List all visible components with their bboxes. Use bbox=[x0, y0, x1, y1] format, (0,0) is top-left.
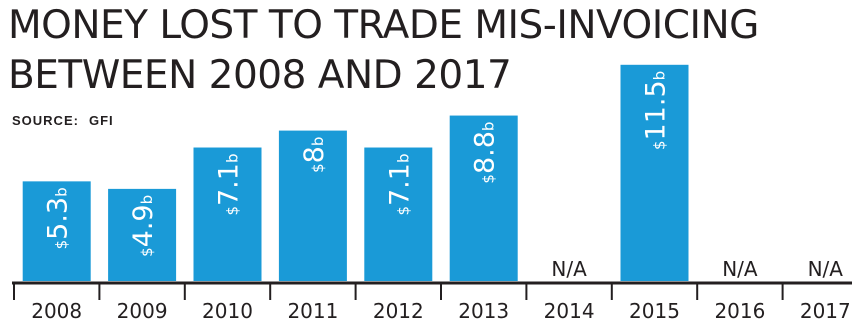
bar bbox=[22, 181, 91, 281]
data-label: $8b bbox=[299, 137, 330, 173]
data-label: $7.1b bbox=[384, 154, 415, 216]
data-label: $8.8b bbox=[470, 122, 501, 184]
bar bbox=[364, 147, 433, 281]
data-label: $4.9b bbox=[128, 195, 159, 257]
bar bbox=[620, 64, 689, 281]
chart-title-line2: BETWEEN 2008 AND 2017 bbox=[8, 53, 511, 98]
data-label: $11.5b bbox=[641, 71, 672, 150]
bar bbox=[278, 130, 347, 281]
x-tick-label: 2013 bbox=[458, 299, 509, 323]
x-axis: 2008 2009 2010 2011 2012 2013 2014 2015 2016 2017 bbox=[12, 281, 852, 323]
data-label-na: N/A bbox=[722, 257, 758, 281]
x-tick-label: 2017 bbox=[800, 299, 851, 323]
x-tick-label: 2011 bbox=[287, 299, 338, 323]
data-label-na: N/A bbox=[551, 257, 587, 281]
x-tick-label: 2014 bbox=[544, 299, 595, 323]
x-tick-label: 2012 bbox=[373, 299, 424, 323]
x-tick-label: 2009 bbox=[117, 299, 168, 323]
source-label: SOURCE: bbox=[12, 113, 79, 128]
x-tick-label: 2016 bbox=[714, 299, 765, 323]
bar bbox=[193, 147, 262, 281]
x-tick-label: 2010 bbox=[202, 299, 253, 323]
bars: $5.3b $4.9b $7.1b $8b $7.1b $8.8b N/A $11.5b N/A… bbox=[22, 64, 844, 281]
x-tick-label: 2008 bbox=[31, 299, 82, 323]
data-label: $7.1b bbox=[214, 154, 245, 216]
chart-title-line1: MONEY LOST TO TRADE MIS-INVOICING bbox=[8, 3, 759, 48]
bar bbox=[108, 188, 177, 281]
source-line: SOURCE: GFI bbox=[12, 112, 114, 129]
x-tick-label: 2015 bbox=[629, 299, 680, 323]
source-value: GFI bbox=[89, 113, 114, 128]
data-label-na: N/A bbox=[808, 257, 844, 281]
bar bbox=[449, 115, 518, 281]
data-label: $5.3b bbox=[43, 187, 74, 249]
